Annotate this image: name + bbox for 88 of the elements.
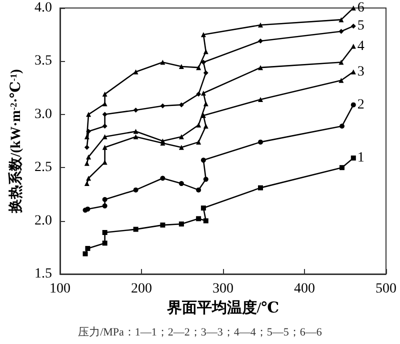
x-tick-label: 200 — [131, 282, 152, 296]
point — [196, 140, 202, 145]
y-tick-label: 2.5 — [34, 160, 52, 176]
point — [102, 240, 108, 246]
y-tick-label: 2.0 — [34, 213, 52, 228]
x-tick-label: 300 — [212, 282, 234, 296]
point — [86, 176, 92, 181]
point — [85, 206, 90, 212]
point — [203, 49, 208, 54]
point — [160, 60, 166, 65]
point — [258, 65, 263, 70]
point — [133, 108, 138, 113]
point — [258, 38, 263, 44]
point — [133, 128, 138, 134]
point — [258, 185, 263, 190]
x-tick-label: 100 — [50, 282, 70, 296]
point — [133, 187, 138, 192]
point — [160, 176, 166, 181]
point — [178, 181, 184, 186]
point — [133, 134, 138, 140]
point — [102, 112, 108, 117]
point — [196, 122, 202, 128]
point — [178, 134, 184, 140]
y-axis-title: 换热系数/(kW·m-2·℃-1) — [8, 68, 24, 214]
text: 压力/MPa：1—1；2—2；3—3；4—4；5—5；6—6 — [78, 326, 322, 338]
x-axis-title: 界面平均温度/℃ — [166, 298, 280, 316]
point — [350, 69, 356, 74]
point — [102, 124, 108, 129]
y-tick-label: 4.0 — [34, 0, 52, 16]
point — [196, 65, 202, 70]
point — [133, 69, 138, 74]
point — [196, 187, 202, 192]
point — [160, 222, 166, 228]
point — [203, 70, 208, 76]
y-tick-label: 1.5 — [34, 266, 52, 282]
point — [102, 230, 108, 236]
point — [338, 28, 344, 34]
point — [339, 165, 344, 170]
point — [84, 160, 90, 166]
point — [258, 22, 263, 28]
point — [160, 138, 166, 144]
point — [258, 140, 263, 145]
series-label: 3 — [357, 64, 364, 80]
point — [102, 144, 108, 150]
point — [84, 181, 90, 186]
point — [178, 64, 184, 70]
y-tick-label: 3.0 — [34, 106, 52, 122]
point — [86, 112, 92, 117]
point — [338, 17, 344, 22]
series-label: 1 — [357, 150, 364, 166]
point — [82, 251, 88, 256]
point — [203, 124, 208, 129]
series-label: 2 — [357, 97, 364, 112]
point — [350, 156, 356, 161]
point — [200, 206, 206, 211]
point — [84, 144, 90, 150]
y-tick-label: 3.5 — [34, 54, 52, 69]
point — [86, 154, 92, 160]
point — [350, 24, 356, 29]
series-label: 5 — [357, 18, 364, 34]
point — [102, 197, 108, 202]
point — [203, 101, 208, 106]
point — [200, 32, 206, 38]
point — [338, 78, 344, 83]
point — [85, 246, 90, 251]
point — [339, 124, 344, 129]
point — [178, 102, 184, 108]
point — [178, 144, 184, 150]
point — [133, 226, 138, 232]
point — [200, 90, 206, 96]
point — [203, 218, 208, 224]
x-tick-label: 400 — [294, 282, 315, 296]
point — [196, 216, 202, 222]
point — [338, 60, 344, 65]
point — [178, 221, 184, 226]
point — [102, 134, 108, 140]
point — [350, 102, 356, 108]
point — [102, 203, 108, 208]
point — [200, 158, 206, 163]
point — [102, 92, 108, 97]
point — [86, 128, 92, 134]
point — [350, 44, 356, 49]
point — [160, 103, 166, 108]
point — [258, 97, 263, 102]
x-tick-label: 500 — [376, 282, 396, 296]
point — [203, 176, 208, 182]
point — [196, 92, 202, 97]
series-label: 4 — [357, 38, 364, 54]
